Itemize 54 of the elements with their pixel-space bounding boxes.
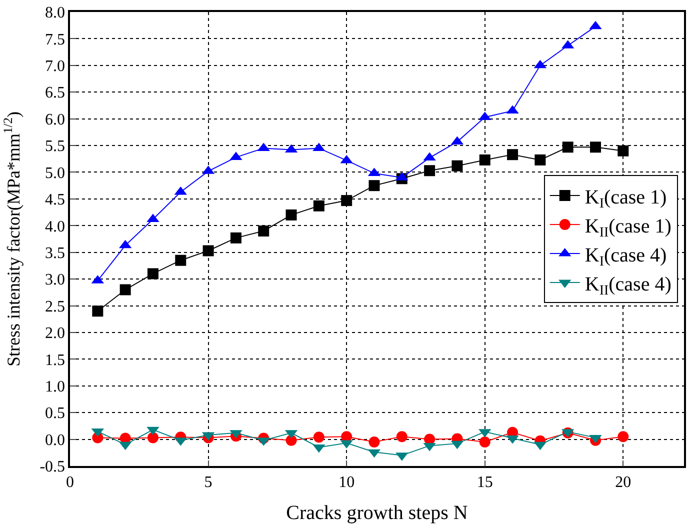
- point: [479, 436, 490, 448]
- y-tick-label: 0.5: [45, 405, 66, 422]
- point: [286, 209, 297, 220]
- point: [424, 165, 436, 176]
- legend-label: K$_{II}$(case 4): [584, 273, 672, 298]
- y-tick-label: 8.0: [45, 4, 66, 22]
- x-tick-label: 0: [66, 474, 74, 491]
- y-tick-label: 4.5: [45, 192, 66, 209]
- point: [147, 268, 158, 280]
- y-tick-label: 3.0: [45, 272, 66, 289]
- y-tick-label: 4.0: [45, 218, 66, 236]
- point: [618, 145, 629, 156]
- x-tick-label: 10: [338, 474, 355, 491]
- point: [313, 200, 324, 212]
- point: [202, 245, 214, 256]
- point: [479, 154, 490, 166]
- y-tick-label: 6.5: [45, 84, 66, 102]
- point: [452, 160, 463, 172]
- point: [590, 142, 601, 153]
- y-tick-label: 0.0: [45, 432, 66, 449]
- point: [341, 195, 352, 206]
- legend-label: K$_{I}$(case 4): [584, 244, 667, 270]
- y-tick-label: 7.5: [45, 31, 66, 48]
- point: [147, 432, 158, 444]
- y-tick-label: -0.5: [40, 458, 66, 476]
- point: [534, 154, 546, 166]
- x-tick-label: 15: [476, 474, 493, 491]
- legend-label: K$_{I}$(case 1): [584, 186, 667, 212]
- point: [120, 284, 131, 296]
- point: [175, 254, 186, 266]
- point: [368, 180, 380, 192]
- y-tick-label: 5.5: [45, 138, 66, 156]
- point: [230, 232, 242, 244]
- point: [258, 225, 270, 236]
- y-tick-label: 6.0: [45, 111, 66, 128]
- y-tick-label: 3.5: [45, 244, 66, 262]
- point: [562, 142, 574, 153]
- point: [618, 431, 629, 442]
- x-axis-title: Cracks growth steps N: [286, 502, 468, 524]
- legend-label: K$_{II}$(case 1): [584, 215, 672, 240]
- x-tick-label: 20: [615, 474, 632, 491]
- point: [507, 149, 518, 160]
- point: [286, 434, 297, 446]
- x-tick-label: 5: [204, 474, 212, 491]
- y-tick-label: 1.5: [45, 352, 66, 369]
- point: [92, 306, 104, 317]
- point: [313, 432, 324, 443]
- y-tick-label: 7.0: [45, 58, 66, 76]
- y-tick-label: 2.5: [45, 298, 66, 316]
- point: [396, 431, 408, 442]
- y-tick-label: 1.0: [45, 378, 66, 396]
- point: [368, 436, 380, 448]
- y-tick-label: 5.0: [45, 164, 66, 182]
- y-tick-label: 2.0: [45, 325, 66, 342]
